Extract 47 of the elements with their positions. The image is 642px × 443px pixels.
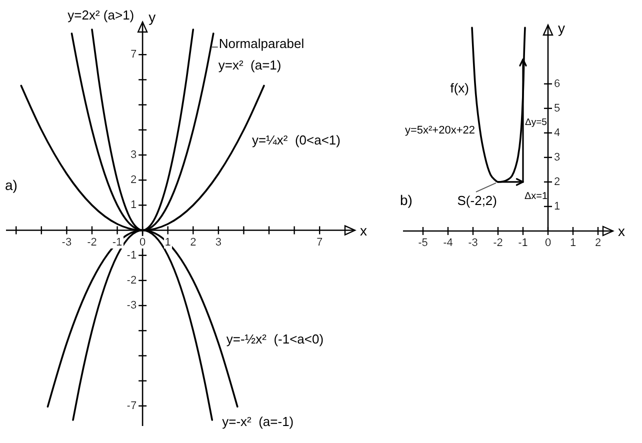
annotation: Normalparabel xyxy=(218,36,304,52)
y-axis-title: y xyxy=(558,20,565,36)
annotation: S(-2;2) xyxy=(457,192,497,208)
x-axis-title: x xyxy=(360,222,367,238)
x-tick-label: -1 xyxy=(518,237,528,249)
x-tick-label: -2 xyxy=(493,237,503,249)
x-tick-label: -3 xyxy=(468,237,478,249)
series-label: y=-½x² (-1<a<0) xyxy=(226,332,324,347)
y-tick-label: 7 xyxy=(130,48,137,61)
text: b) xyxy=(400,192,412,208)
y-tick-label: -2 xyxy=(126,274,137,286)
series-label: y=-x² (a=-1) xyxy=(222,414,294,429)
y-axis-title: y xyxy=(148,9,156,25)
x-tick-label: -4 xyxy=(443,237,453,249)
y-tick-label: -1 xyxy=(126,249,137,262)
x-tick-label: -1 xyxy=(112,236,122,248)
x-tick-label: -3 xyxy=(62,236,72,248)
y-tick-label: 1 xyxy=(130,199,137,212)
series-label: y=2x² (a>1) xyxy=(68,8,134,23)
series-label: f(x) xyxy=(450,80,469,96)
x-tick-label: 7 xyxy=(316,236,323,248)
series-label: y=¼x² (0<a<1) xyxy=(252,132,340,148)
x-tick-label: 3 xyxy=(215,236,222,248)
annotation: y=5x²+20x+22 xyxy=(404,124,475,137)
x-tick-label: 1 xyxy=(164,236,171,248)
x-tick-label: -5 xyxy=(418,237,428,249)
x-tick-label: 2 xyxy=(594,237,602,249)
x-tick-label: 2 xyxy=(190,236,196,248)
x-tick-label: 0 xyxy=(544,237,552,249)
series-label: y=x² (a=1) xyxy=(218,58,282,73)
y-tick-label: 1 xyxy=(554,200,560,212)
y-tick-label: 4 xyxy=(554,126,560,139)
y-tick-label: -7 xyxy=(126,400,137,412)
y-tick-label: 2 xyxy=(130,174,137,186)
y-tick-label: 6 xyxy=(554,78,560,90)
text: a) xyxy=(5,177,18,193)
y-tick-label: -3 xyxy=(126,300,137,312)
x-axis-title: x xyxy=(618,223,625,239)
y-tick-label: 3 xyxy=(554,151,560,164)
y-tick-label: 3 xyxy=(130,148,137,161)
x-tick-label: 0 xyxy=(140,236,146,248)
y-tick-label: 5 xyxy=(554,102,560,114)
y-tick-label: 2 xyxy=(554,176,560,188)
x-tick-label: -2 xyxy=(87,236,97,248)
annotation: Δx=1 xyxy=(524,190,548,202)
x-tick-label: 1 xyxy=(570,237,576,249)
annotation: Δy=5 xyxy=(525,116,547,128)
